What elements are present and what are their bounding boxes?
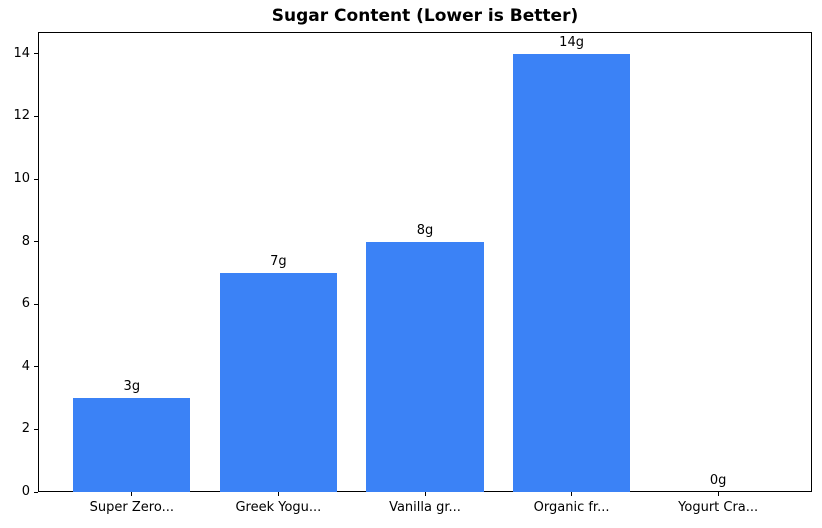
x-tick-mark xyxy=(277,492,279,496)
y-tick-mark xyxy=(34,303,38,305)
y-tick-label: 14 xyxy=(13,45,30,61)
y-tick-label: 10 xyxy=(13,171,30,187)
bar-value-label: 8g xyxy=(416,222,434,238)
bar xyxy=(366,241,484,492)
y-tick-mark xyxy=(34,366,38,368)
x-tick-mark xyxy=(424,492,426,496)
bar-value-label: 0g xyxy=(709,473,727,488)
y-tick-mark xyxy=(34,428,38,430)
y-tick-mark xyxy=(34,178,38,180)
x-tick-mark xyxy=(131,492,133,496)
y-tick-mark xyxy=(34,115,38,117)
x-tick-mark xyxy=(571,492,573,496)
chart-title: Sugar Content (Lower is Better) xyxy=(271,6,579,26)
y-tick-label: 6 xyxy=(21,296,30,312)
x-tick-mark xyxy=(717,492,719,496)
bar-value-label: 7g xyxy=(270,253,287,269)
x-tick-label: Organic fr... xyxy=(533,500,610,515)
y-tick-label: 0 xyxy=(21,484,30,499)
x-tick-label: Yogurt Cra... xyxy=(678,500,759,515)
y-tick-mark xyxy=(34,241,38,243)
y-tick-label: 12 xyxy=(13,108,30,124)
bar xyxy=(219,272,338,492)
x-tick-label: Super Zero... xyxy=(89,500,174,515)
y-tick-label: 2 xyxy=(21,421,30,437)
y-tick-label: 8 xyxy=(21,233,30,249)
bar-value-label: 14g xyxy=(559,34,584,50)
y-tick-label: 4 xyxy=(21,358,30,374)
bar xyxy=(73,398,191,492)
bar-value-label: 3g xyxy=(123,379,141,395)
y-tick-mark xyxy=(34,491,38,493)
x-tick-label: Greek Yogu... xyxy=(235,500,322,515)
y-tick-mark xyxy=(34,53,38,55)
x-tick-label: Vanilla gr... xyxy=(389,500,461,515)
bar xyxy=(512,53,631,492)
